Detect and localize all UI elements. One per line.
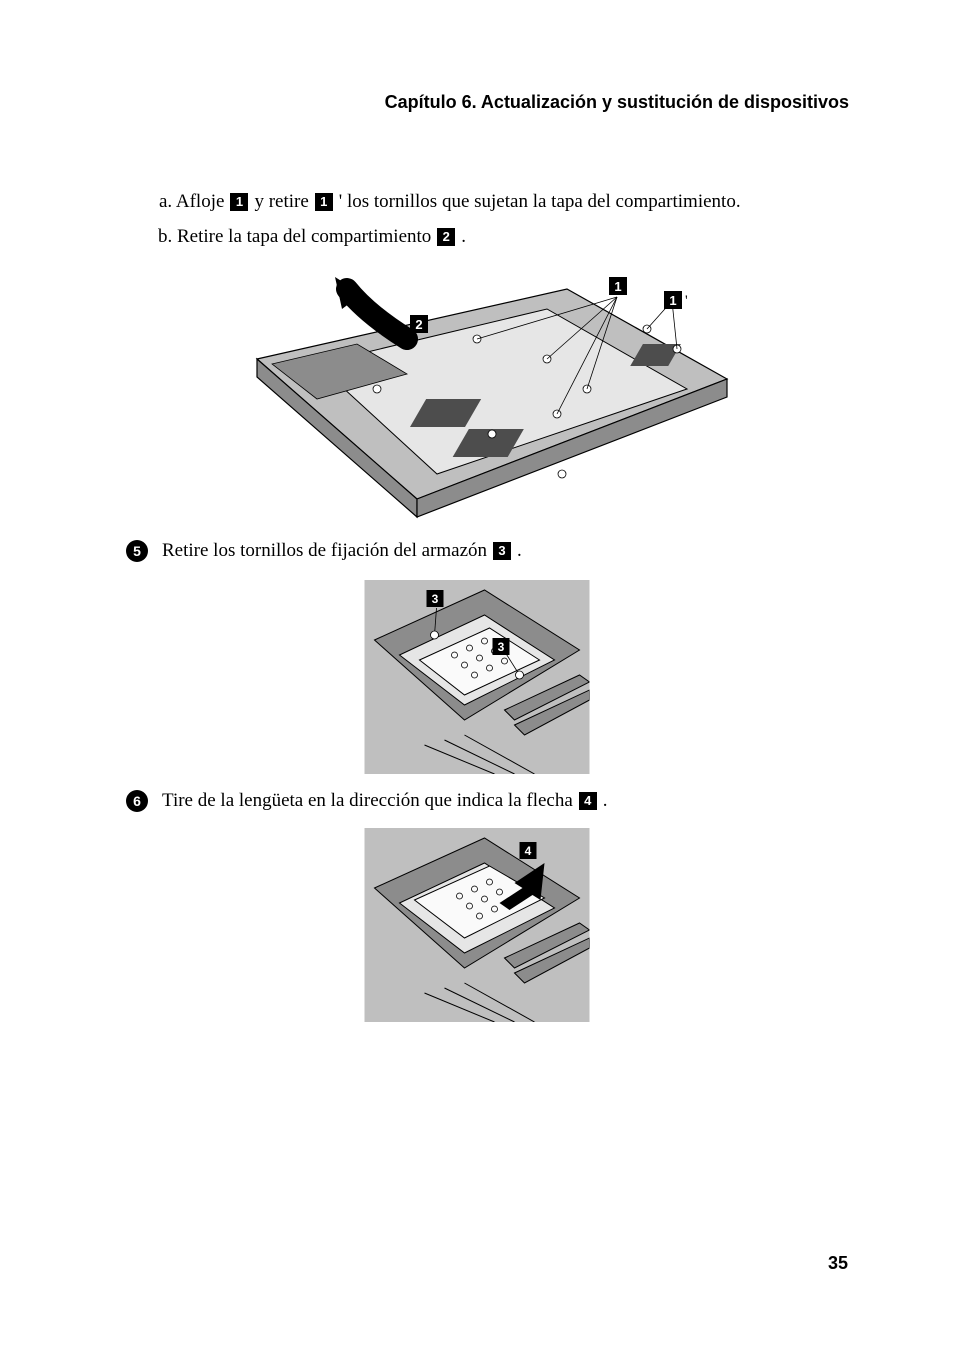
figure-3: 4	[365, 828, 590, 1022]
step-5-suffix: .	[517, 537, 522, 566]
step-5-text: Retire los tornillos de fijación del arm…	[162, 537, 487, 566]
step-6-suffix: .	[603, 787, 608, 816]
step-6-text: Tire de la lengüeta en la dirección que …	[162, 787, 573, 816]
figure-3-svg: 4	[365, 828, 590, 1022]
callout-4-badge: 4	[579, 792, 597, 810]
step-b-prefix: b. Retire la tapa del compartimiento	[158, 223, 431, 252]
figure-1-svg: 1 1 ' 2	[217, 259, 737, 519]
step-b-suffix: .	[461, 223, 466, 252]
figure-2: 3 3	[365, 580, 590, 774]
callout-3-badge: 3	[493, 542, 511, 560]
page: Capítulo 6. Actualización y sustitución …	[0, 0, 954, 1352]
step-5: 5 Retire los tornillos de fijación del a…	[126, 537, 522, 566]
figure-1: 1 1 ' 2	[217, 259, 737, 519]
step-b: b. Retire la tapa del compartimiento 2 .	[158, 223, 466, 252]
callout-2-badge: 2	[437, 228, 455, 246]
step-a-mid: y retire	[254, 188, 308, 217]
step-a: a. Afloje 1 y retire 1 ' los tornillos q…	[159, 188, 741, 217]
page-number: 35	[828, 1253, 848, 1274]
step-6: 6 Tire de la lengüeta en la dirección qu…	[126, 787, 608, 816]
callout-1-badge: 1	[230, 193, 248, 211]
svg-text:3: 3	[432, 592, 439, 606]
step-a-suffix: ' los tornillos que sujetan la tapa del …	[339, 188, 741, 217]
svg-text:1: 1	[669, 293, 676, 308]
svg-text:': '	[685, 293, 688, 309]
callout-1-badge: 1	[315, 193, 333, 211]
step-6-bullet: 6	[126, 790, 148, 812]
svg-text:4: 4	[525, 844, 532, 858]
svg-text:3: 3	[498, 640, 505, 654]
figure-2-svg: 3 3	[365, 580, 590, 774]
step-5-bullet: 5	[126, 540, 148, 562]
svg-text:1: 1	[614, 279, 621, 294]
chapter-title: Capítulo 6. Actualización y sustitución …	[385, 92, 849, 113]
svg-text:2: 2	[415, 317, 422, 332]
step-a-prefix: a. Afloje	[159, 188, 224, 217]
